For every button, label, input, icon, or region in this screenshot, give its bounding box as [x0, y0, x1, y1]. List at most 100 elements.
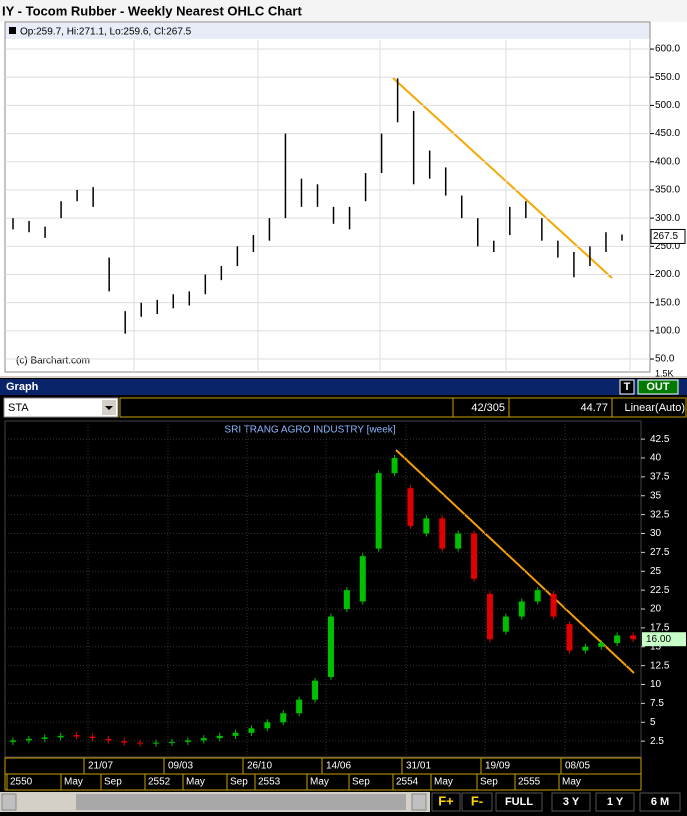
nav-button[interactable] [461, 792, 493, 812]
y-tick-label: 42.5 [650, 434, 670, 445]
y-tick-label: 40 [650, 453, 662, 464]
y-tick-label: 32.5 [650, 509, 670, 520]
x-tick-label: May [562, 777, 581, 788]
nav-button-label[interactable]: FULL [505, 796, 533, 808]
candle-body [407, 488, 414, 526]
legend-text: Op:259.7, Hi:271.1, Lo:259.6, Cl:267.5 [20, 27, 192, 38]
x-tick-label: May [434, 777, 453, 788]
nav-button-label[interactable]: 3 Y [563, 796, 580, 808]
candle-body [184, 740, 191, 742]
y-tick-label: 5 [650, 717, 656, 728]
symbol-select[interactable] [3, 397, 119, 418]
candle-body [343, 590, 350, 610]
y-tick-label: 20 [650, 604, 662, 615]
candle-body [455, 533, 462, 549]
button[interactable] [619, 379, 635, 395]
candle-body [105, 738, 112, 741]
y-tick-label: 150.0 [655, 297, 680, 308]
y-tick-label: 100.0 [655, 325, 680, 336]
cursor-value: 44.77 [580, 402, 608, 414]
candle-body [534, 590, 541, 602]
candle-body [137, 742, 144, 744]
nav-button[interactable] [495, 792, 543, 812]
candle-body [248, 728, 255, 733]
y-tick-label: 27.5 [650, 547, 670, 558]
candle-body [153, 742, 160, 744]
last-value-label: 16.00 [646, 634, 671, 645]
bottom-plot-frame [4, 420, 642, 758]
y-tick-label: 7.5 [650, 698, 664, 709]
y-tick-label: 400.0 [655, 156, 680, 167]
last-price-box [650, 228, 686, 244]
trend-line [395, 449, 635, 674]
y-tick-label: 50.0 [655, 354, 675, 365]
y-tick-label: 37.5 [650, 472, 670, 483]
top-plot-frame [4, 21, 651, 373]
y-tick-label: 30 [650, 528, 662, 539]
chart-title: SRI TRANG AGRO INDUSTRY [week] [224, 425, 395, 436]
nav-button-label[interactable]: 1 Y [607, 796, 624, 808]
candle-body [550, 593, 557, 617]
y-tick-label: 550.0 [655, 72, 680, 83]
candle-body [57, 735, 64, 738]
candle-body [471, 533, 478, 579]
chart-title: IY - Tocom Rubber - Weekly Nearest OHLC … [2, 3, 302, 18]
y-tick-label: 12.5 [650, 660, 670, 671]
x-tick-label: 08/05 [565, 761, 590, 772]
candle-body [630, 635, 637, 640]
nav-button[interactable] [639, 792, 681, 812]
scroll-right[interactable] [411, 793, 427, 811]
x-tick-label: May [186, 777, 205, 788]
candle-body [566, 624, 573, 651]
candle-body [502, 616, 509, 632]
y-tick-label: 10 [650, 679, 662, 690]
bottom-panel [0, 378, 687, 816]
button-label[interactable]: T [624, 381, 631, 393]
button[interactable] [637, 379, 679, 395]
y-tick-label: 200.0 [655, 269, 680, 280]
candle-body [486, 593, 493, 640]
nav-button-label[interactable]: F- [471, 793, 483, 808]
y-tick-label: 25 [650, 566, 662, 577]
x-tick-label: Sep [480, 777, 498, 788]
trend-line [392, 77, 613, 279]
x-tick-label: Sep [230, 777, 248, 788]
candle-body [264, 722, 271, 729]
y-tick-label: 350.0 [655, 185, 680, 196]
x-tick-label: 19/09 [485, 761, 510, 772]
candle-body [296, 699, 303, 714]
candle-body [73, 735, 80, 737]
panel-title: Graph [6, 381, 39, 393]
y-tick-label: 17.5 [650, 623, 670, 634]
graph-header [0, 379, 687, 395]
candle-body [232, 732, 239, 736]
candle-body [89, 736, 96, 739]
symbol[interactable]: STA [8, 402, 29, 414]
scroll-thumb[interactable] [76, 794, 406, 810]
candle-body [216, 735, 223, 739]
y-tick-label: 500.0 [655, 100, 680, 111]
x-tick-label: 09/03 [168, 761, 193, 772]
candle-body [375, 473, 382, 549]
x-tick-label: 2555 [518, 777, 541, 788]
candle-body [359, 556, 366, 602]
top-panel [0, 0, 687, 376]
nav-button[interactable] [431, 792, 461, 812]
x-tick-label: 31/01 [406, 761, 431, 772]
scroll-left[interactable] [1, 793, 17, 811]
candle-body [327, 616, 334, 677]
nav-button-label[interactable]: F+ [438, 793, 454, 808]
title-bar [0, 0, 687, 22]
scale-mode[interactable]: Linear(Auto) [624, 402, 685, 414]
volume-label: 1.5K [655, 368, 674, 378]
nav-button-label[interactable]: 6 M [651, 796, 669, 808]
last-value-box [642, 632, 686, 647]
button-label[interactable]: OUT [646, 381, 670, 393]
nav-button[interactable] [551, 792, 591, 812]
y-tick-label: 15 [650, 641, 662, 652]
candle-body [582, 646, 589, 651]
nav-button[interactable] [595, 792, 635, 812]
dropdown-arrow [105, 406, 113, 410]
